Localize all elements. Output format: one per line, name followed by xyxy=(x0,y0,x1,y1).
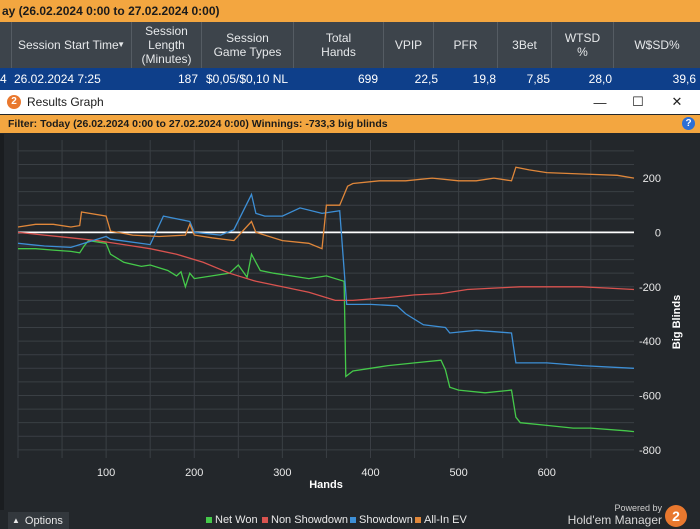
table-row[interactable] xyxy=(0,68,700,90)
x-tick-label: 100 xyxy=(97,467,115,479)
maximize-button[interactable]: ☐ xyxy=(618,90,658,114)
x-tick-label: 400 xyxy=(361,467,379,479)
column-header-label: Session Length (Minutes) xyxy=(141,24,192,66)
legend-item-showdown[interactable]: Showdown xyxy=(350,513,413,527)
x-tick-label: 500 xyxy=(449,467,467,479)
legend-swatch xyxy=(415,517,421,523)
x-tick-label: 600 xyxy=(538,467,556,479)
x-tick-label: 300 xyxy=(273,467,291,479)
column-header-total-hands[interactable]: Total Hands xyxy=(294,22,384,68)
y-tick-label: -800 xyxy=(639,445,661,457)
background-filter-text: ay (26.02.2024 0:00 to 27.02.2024 0:00) xyxy=(2,4,220,18)
background-filter-bar: ay (26.02.2024 0:00 to 27.02.2024 0:00) xyxy=(0,0,700,22)
x-axis-title: Hands xyxy=(309,479,343,491)
legend-item-non-showdown[interactable]: Non Showdown xyxy=(262,513,348,527)
column-header-label: WTSD % xyxy=(564,31,601,59)
graph-filter-text: Filter: Today (26.02.2024 0:00 to 27.02.… xyxy=(8,118,388,130)
y-tick-label: -600 xyxy=(639,390,661,402)
cell-wsd: 39,6 xyxy=(672,72,696,86)
cell-game-types: $0,05/$0,10 NL xyxy=(206,72,289,86)
column-header-3bet[interactable]: 3Bet xyxy=(498,22,552,68)
chart-grid xyxy=(17,140,634,458)
legend-label: Net Won xyxy=(215,514,258,526)
legend-swatch xyxy=(262,517,268,523)
holdem-manager-app-icon: 2 xyxy=(7,95,21,109)
legend-item-all-in-ev[interactable]: All-In EV xyxy=(415,513,467,527)
column-header-label: Session Game Types xyxy=(213,31,282,59)
close-icon: ✕ xyxy=(671,94,683,109)
cell-3bet: 7,85 xyxy=(526,72,550,86)
cell-pfr: 19,8 xyxy=(472,72,496,86)
results-chart[interactable]: 100 200 300 400 500 600 2000-200-400-600-800 … xyxy=(0,134,700,510)
column-header-game-types[interactable]: Session Game Types xyxy=(202,22,294,68)
column-header-session-length[interactable]: Session Length (Minutes) xyxy=(132,22,202,68)
window-titlebar[interactable] xyxy=(0,90,700,114)
column-header-label: Session Start Time xyxy=(18,38,119,52)
graph-filter-bar xyxy=(0,115,700,133)
cell-length: 187 xyxy=(177,72,198,86)
window-title: Results Graph xyxy=(27,95,104,109)
help-icon[interactable]: ? xyxy=(682,117,695,130)
series-line-non-showdown xyxy=(17,231,635,302)
column-header-label: VPIP xyxy=(394,38,423,52)
background-table-header xyxy=(0,22,700,68)
minimize-button[interactable]: — xyxy=(580,90,620,114)
legend-label: Non Showdown xyxy=(271,514,349,526)
row-index: 4 xyxy=(0,72,7,86)
cell-vpip: 22,5 xyxy=(414,72,438,86)
series-line-showdown xyxy=(17,192,635,369)
column-header-label: Total Hands xyxy=(321,31,356,59)
y-tick-label: -400 xyxy=(639,336,661,348)
y-axis-title: Big Blinds xyxy=(671,295,683,349)
brand-name: Hold'em Manager xyxy=(567,513,662,527)
series-line-net-won xyxy=(18,239,635,433)
left-edge-strip xyxy=(0,134,4,510)
minimize-icon: — xyxy=(593,94,607,110)
x-axis-ticks: 100 200 300 400 500 600 xyxy=(97,467,556,479)
options-label: Options xyxy=(24,514,63,527)
maximize-icon: ☐ xyxy=(632,94,644,109)
legend-swatch xyxy=(206,517,212,523)
y-tick-label: 0 xyxy=(655,227,661,239)
column-header-wtsd[interactable]: WTSD % xyxy=(552,22,614,68)
cell-wtsd: 28,0 xyxy=(588,72,612,86)
close-button[interactable]: ✕ xyxy=(657,90,697,114)
legend-label: All-In EV xyxy=(424,514,467,526)
column-header-session-start[interactable]: Session Start Time ▼ xyxy=(12,22,132,68)
legend-swatch xyxy=(350,517,356,523)
x-tick-label: 200 xyxy=(185,467,203,479)
header-gutter xyxy=(0,22,12,68)
column-header-label: PFR xyxy=(453,38,478,52)
y-tick-label: 200 xyxy=(643,173,661,185)
chart-series-group xyxy=(17,166,635,433)
y-tick-label: -200 xyxy=(639,282,661,294)
column-header-label: W$SD% xyxy=(634,38,680,52)
y-axis-ticks: 200 0 -200 -400 -600 -800 xyxy=(639,173,661,457)
legend-item-net-won[interactable]: Net Won xyxy=(206,513,258,527)
holdem-manager-logo-icon: 2 xyxy=(665,505,687,527)
chevron-down-icon: ▼ xyxy=(117,40,125,49)
column-header-pfr[interactable]: PFR xyxy=(434,22,498,68)
series-line-all-in-ev xyxy=(17,166,635,250)
powered-by-text: Powered by xyxy=(614,503,662,513)
options-button[interactable]: ▲ Options xyxy=(8,512,69,529)
legend-label: Showdown xyxy=(359,514,413,526)
column-header-wsd[interactable]: W$SD% xyxy=(614,22,700,68)
cell-total-hands: 699 xyxy=(357,72,378,86)
column-header-label: 3Bet xyxy=(512,38,537,52)
column-header-vpip[interactable]: VPIP xyxy=(384,22,434,68)
chevron-up-icon: ▲ xyxy=(12,516,20,525)
cell-start-time: 26.02.2024 7:25 xyxy=(14,72,101,86)
